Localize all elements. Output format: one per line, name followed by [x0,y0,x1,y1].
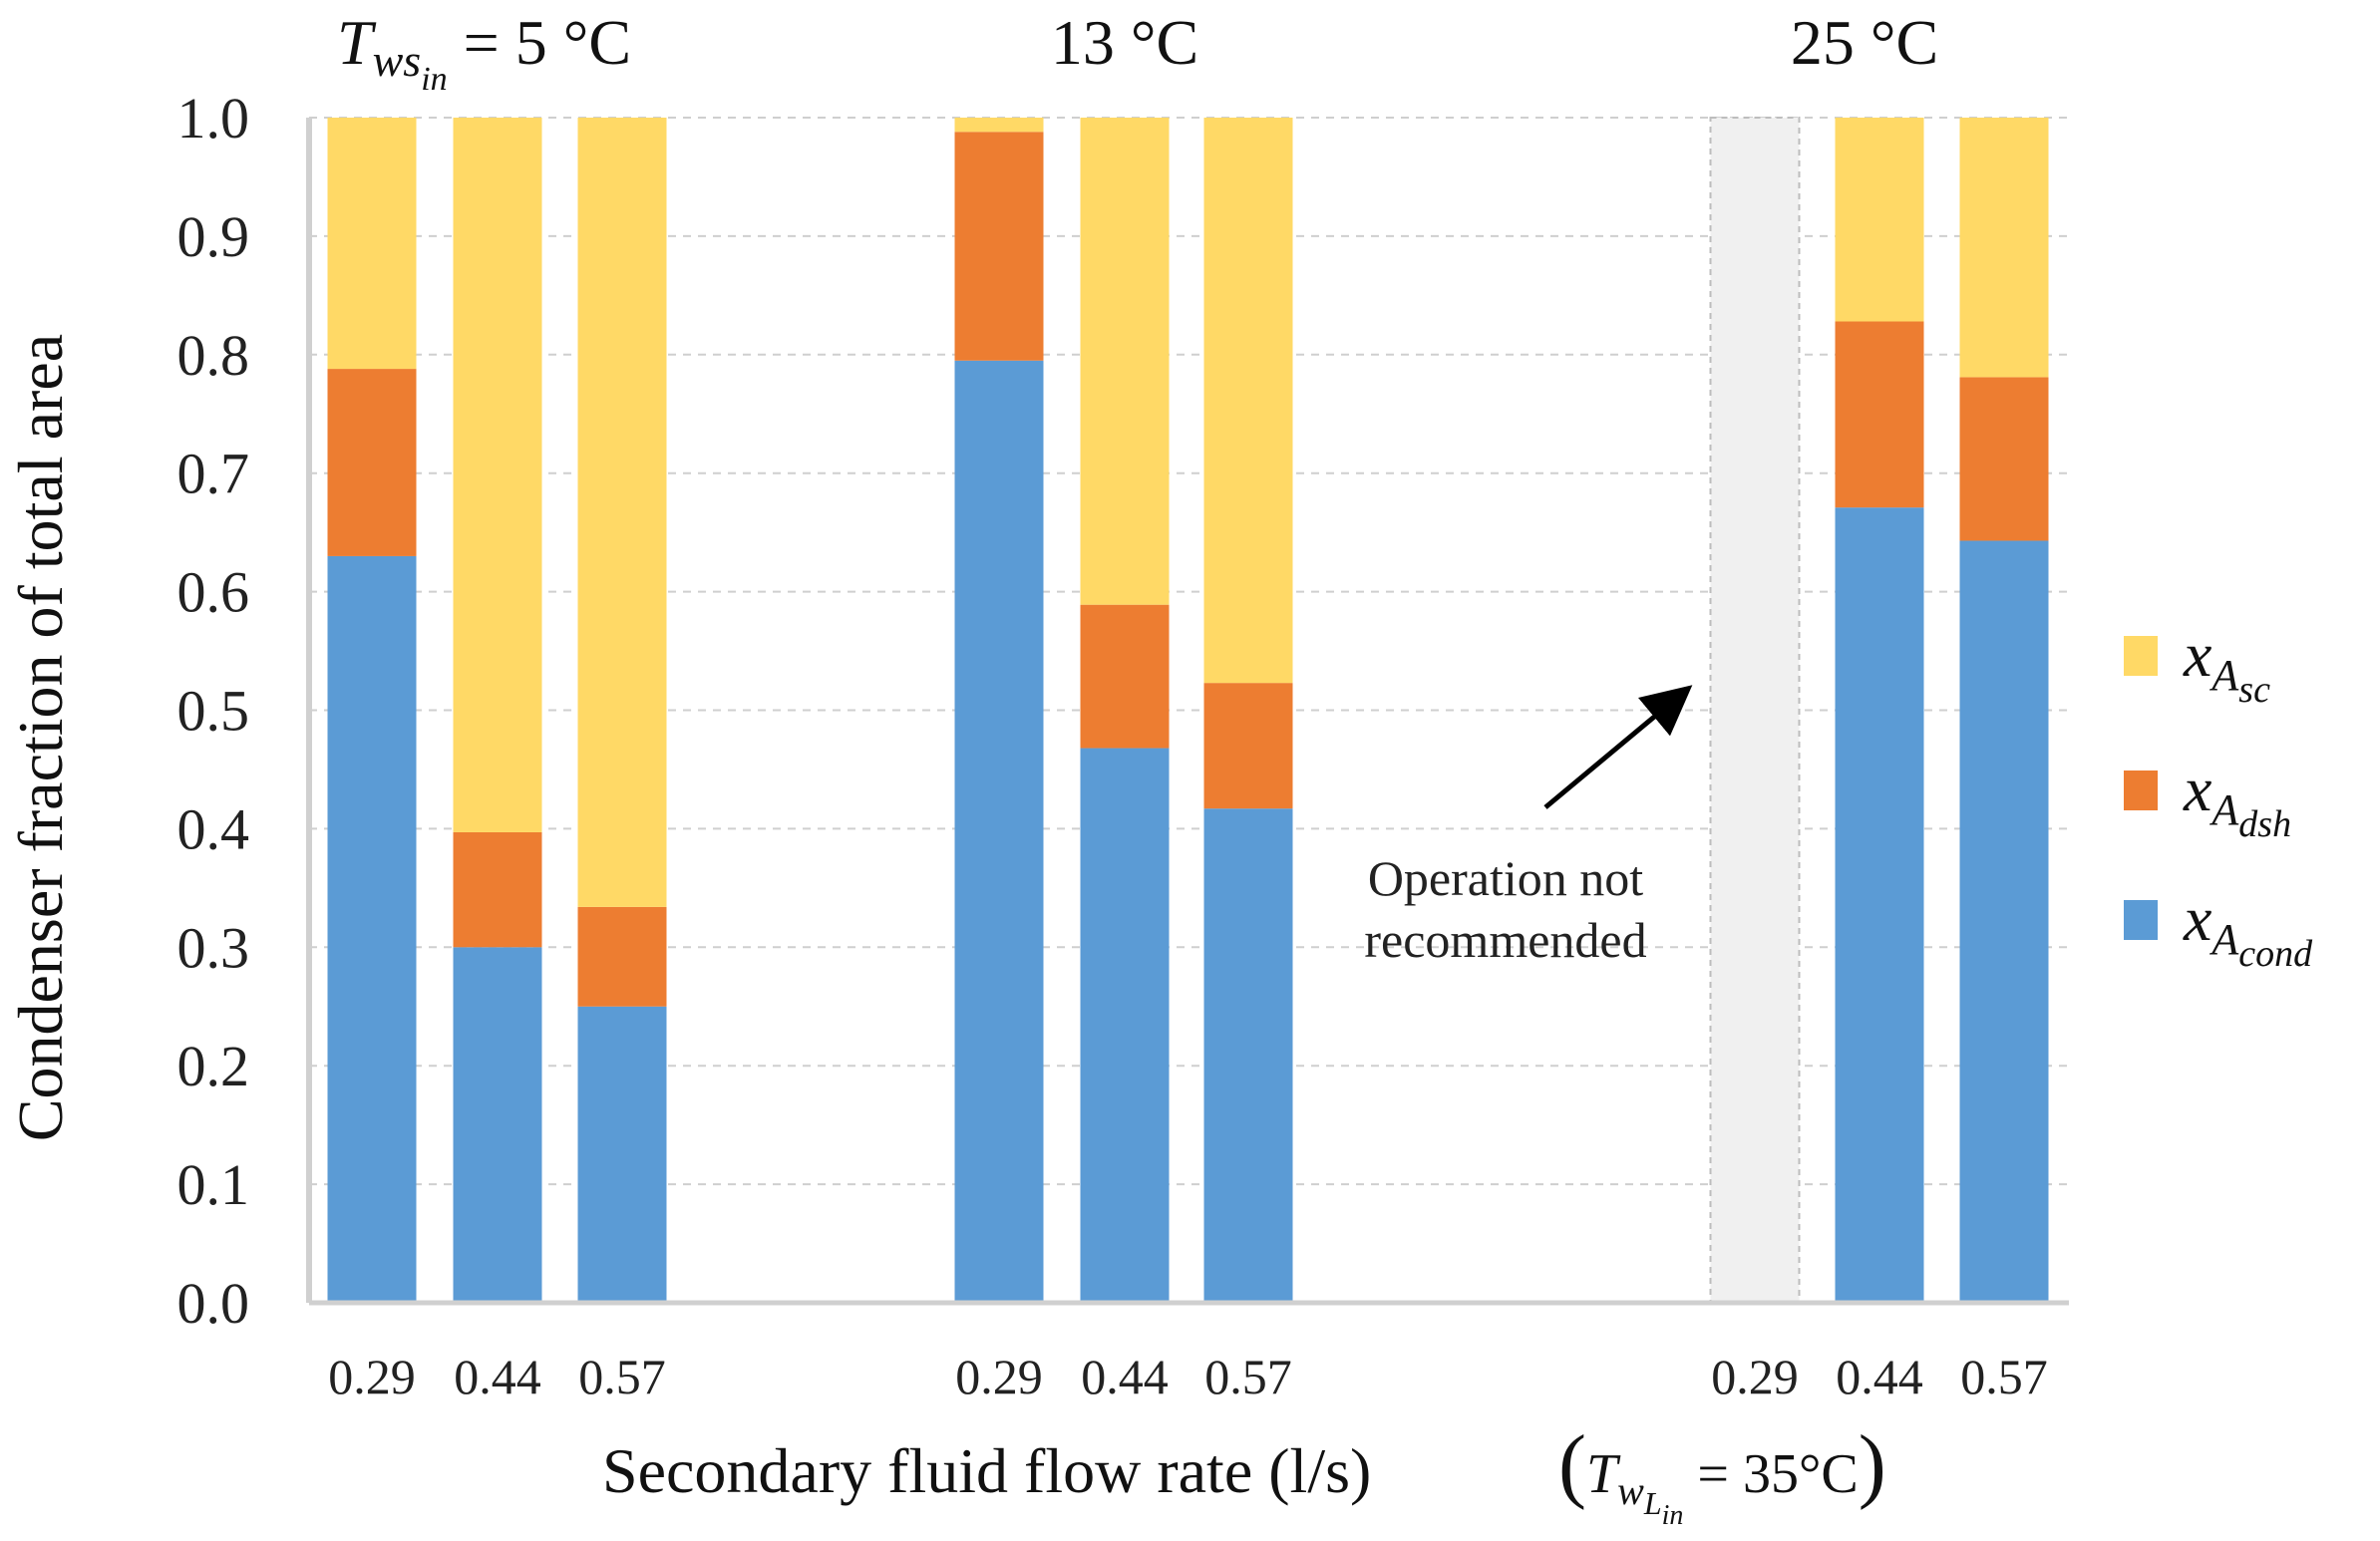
bar-x-a-sc-4 [1080,118,1170,605]
bar-x-a-dsh-1 [453,831,542,948]
x-axis-title: Secondary fluid flow rate (l/s) [602,1435,1371,1506]
bar-x-a-dsh-2 [577,906,667,1007]
bar-x-a-cond-1 [453,947,542,1303]
y-tick-label: 0.1 [177,1152,250,1217]
bar-x-a-dsh-7 [1835,321,1924,508]
bar-x-a-sc-8 [1959,118,2049,378]
legend-label-cond: xAcond [2183,883,2313,975]
y-tick-label: 0.7 [177,442,250,506]
x-category-label: 0.57 [578,1349,666,1404]
legend-swatch-dsh [2124,770,2158,810]
y-tick-label: 0.8 [177,323,250,388]
y-tick-label: 0.2 [177,1034,250,1098]
bar-x-a-sc-3 [954,118,1044,133]
annotation-arrow [1543,685,1693,809]
group-label-25c: 25 °C [1791,7,1938,78]
bar-x-a-dsh-4 [1080,604,1170,749]
bar-x-a-sc-5 [1203,118,1293,684]
x-category-label: 0.44 [1081,1349,1169,1404]
y-tick-label: 0.5 [177,679,250,744]
bar-x-a-sc-7 [1835,118,1924,322]
annotation-text-line2: recommended [1364,912,1646,968]
x-category-label: 0.29 [955,1349,1043,1404]
placeholder-bar-not-recommended [1709,117,1801,1304]
x-category-label: 0.29 [328,1349,416,1404]
y-tick-label: 1.0 [177,86,250,151]
bar-x-a-cond-8 [1959,540,2049,1303]
y-tick-label: 0.6 [177,560,250,625]
bar-x-a-sc-2 [577,118,667,907]
legend-swatch-cond [2124,900,2158,940]
legend-swatch-sc [2124,636,2158,676]
y-axis-title: Condenser fraction of total area [5,334,76,1141]
bar-x-a-sc-1 [453,118,542,832]
y-tick-label: 0.3 [177,915,250,980]
legend-label-sc: xAsc [2183,619,2270,711]
bar-x-a-sc-0 [327,118,417,370]
x-axis-condition: (TwLin = 35°C) [1558,1418,1886,1531]
bar-x-a-cond-2 [577,1006,667,1303]
annotation-text-line1: Operation not [1368,850,1643,906]
x-category-label: 0.44 [1836,1349,1923,1404]
group-label-13c: 13 °C [1051,7,1198,78]
bar-x-a-cond-0 [327,555,417,1303]
bar-x-a-dsh-0 [327,369,417,556]
x-category-label: 0.57 [1960,1349,2048,1404]
bar-x-a-dsh-8 [1959,377,2049,541]
bar-x-a-cond-4 [1080,748,1170,1303]
x-category-label: 0.57 [1204,1349,1292,1404]
bar-x-a-dsh-3 [954,132,1044,361]
legend-label-dsh: xAdsh [2183,754,2291,845]
bar-x-a-cond-7 [1835,507,1924,1303]
y-tick-label: 0.0 [177,1271,250,1336]
bar-x-a-dsh-5 [1203,683,1293,809]
group-label-5c: Twsin = 5 °C [337,7,631,98]
x-category-label: 0.44 [454,1349,541,1404]
y-tick-label: 0.9 [177,204,250,269]
y-tick-label: 0.4 [177,796,250,861]
bar-x-a-cond-5 [1203,808,1293,1303]
x-category-label: 0.29 [1711,1349,1799,1404]
bar-x-a-cond-3 [954,360,1044,1303]
